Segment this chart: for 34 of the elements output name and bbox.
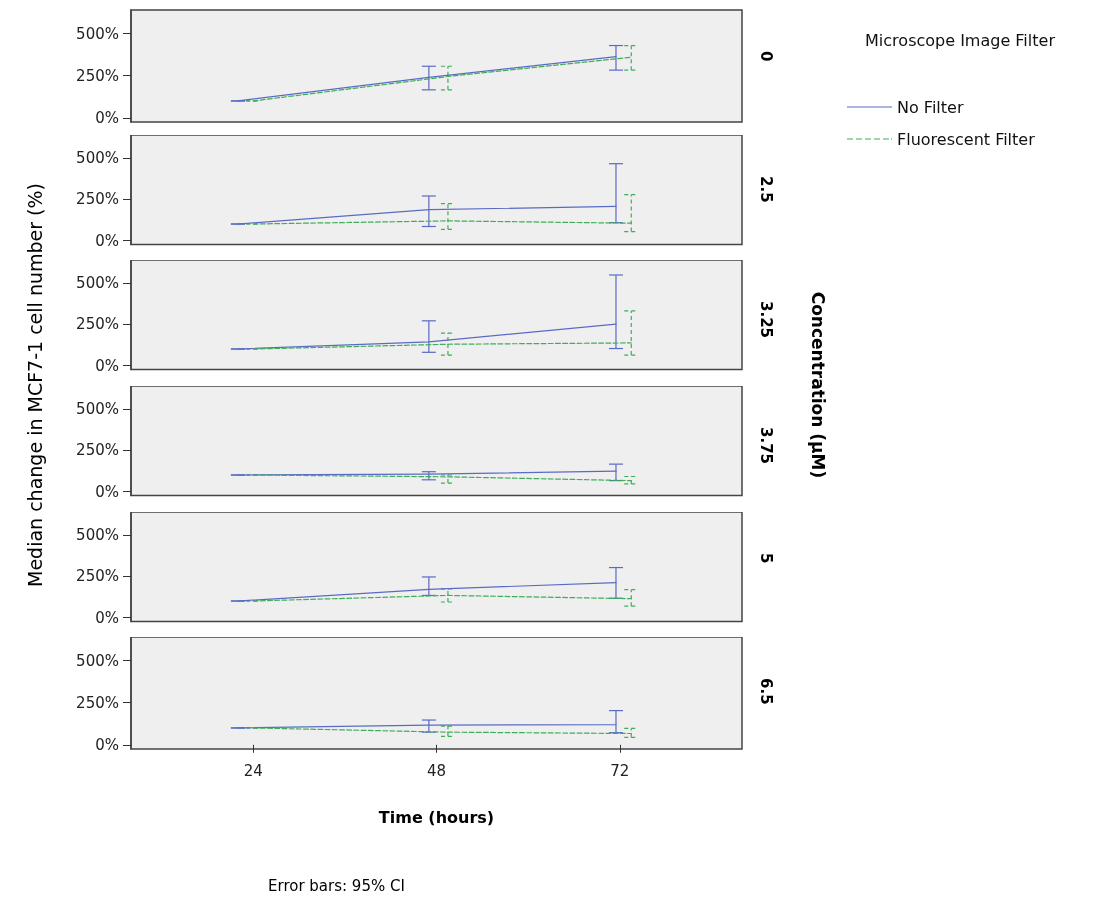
text: 2.5 bbox=[756, 176, 775, 203]
y-tick-label: 0% bbox=[95, 231, 119, 250]
legend-label: No Filter bbox=[897, 97, 964, 117]
y-tick-label: 250% bbox=[76, 190, 119, 209]
y-tick-label: 500% bbox=[76, 651, 119, 670]
y-tick-label: 250% bbox=[76, 315, 119, 334]
y-axis-title: Median change in MCF7-1 cell number (%) bbox=[23, 183, 46, 587]
y-tick-label: 250% bbox=[76, 567, 119, 586]
y-tick-label: 0% bbox=[95, 735, 119, 754]
text: 3.25 bbox=[756, 301, 775, 339]
x-tick-label: 48 bbox=[426, 761, 447, 780]
text: 5 bbox=[756, 553, 775, 564]
x-tick-label: 24 bbox=[243, 761, 263, 780]
y-tick-label: 0% bbox=[95, 356, 119, 375]
legend-label: Fluorescent Filter bbox=[897, 129, 1036, 149]
y-tick-label: 500% bbox=[76, 400, 119, 419]
y-tick-label: 0% bbox=[95, 482, 119, 501]
text: 0 bbox=[756, 51, 775, 62]
text: Concentration (μM) bbox=[807, 291, 828, 479]
y-tick-label: 500% bbox=[76, 24, 119, 43]
x-axis-title: Time (hours) bbox=[378, 807, 495, 827]
text: Error bars: 95% CI bbox=[268, 877, 405, 895]
y-tick-label: 250% bbox=[76, 693, 119, 712]
x-tick-label: 72 bbox=[610, 761, 630, 780]
legend-title: Microscope Image Filter bbox=[865, 30, 1056, 50]
y-tick-label: 250% bbox=[76, 66, 119, 85]
y-tick-label: 250% bbox=[76, 441, 119, 460]
y-tick-label: 500% bbox=[76, 149, 119, 168]
text: 6.5 bbox=[756, 678, 775, 705]
y-tick-label: 0% bbox=[95, 608, 119, 627]
text: 3.75 bbox=[756, 427, 775, 465]
y-tick-label: 500% bbox=[76, 526, 119, 545]
y-tick-label: 0% bbox=[95, 108, 119, 127]
y-tick-label: 500% bbox=[76, 274, 119, 293]
